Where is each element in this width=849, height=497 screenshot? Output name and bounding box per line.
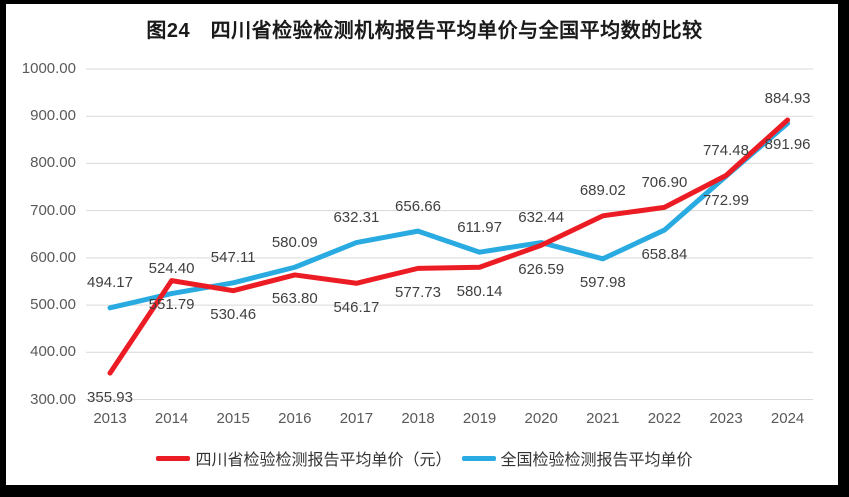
data-label: 547.11: [210, 249, 256, 267]
data-label: 551.79: [148, 296, 195, 314]
data-label: 658.84: [641, 245, 688, 263]
data-label: 546.17: [333, 298, 380, 316]
data-label: 577.73: [395, 283, 441, 301]
data-label: 656.66: [395, 197, 441, 215]
y-tick-label: 1000.00: [21, 60, 76, 77]
data-label: 530.46: [210, 306, 257, 324]
data-label: 597.98: [579, 274, 626, 292]
data-label: 563.80: [271, 290, 318, 308]
y-tick-label: 600.00: [30, 248, 76, 266]
data-label: 626.59: [518, 260, 565, 278]
data-label: 689.02: [579, 182, 626, 200]
legend-item: 四川省检验检测报告平均单价（元）: [156, 446, 452, 470]
data-label: 580.14: [456, 282, 503, 300]
x-tick-label: 2024: [770, 410, 805, 427]
data-label: 494.17: [87, 274, 133, 292]
y-tick-label: 700.00: [30, 201, 76, 219]
data-label: 772.99: [703, 191, 749, 209]
legend-label: 全国检验检测报告平均单价: [500, 452, 693, 469]
data-label: 891.96: [764, 135, 811, 153]
x-tick-label: 2023: [709, 410, 743, 427]
y-tick-label: 400.00: [30, 343, 76, 361]
data-label: 355.93: [87, 388, 133, 406]
x-tick-label: 2022: [647, 410, 682, 427]
data-label: 884.93: [764, 89, 811, 107]
y-tick-label: 800.00: [30, 154, 76, 172]
data-label: 611.97: [457, 218, 502, 236]
x-tick-label: 2013: [93, 410, 127, 427]
legend-swatch: [461, 455, 496, 461]
data-label: 632.44: [518, 209, 565, 227]
data-label: 524.40: [148, 260, 195, 278]
x-tick-label: 2018: [401, 410, 435, 427]
data-label: 580.09: [271, 233, 318, 251]
legend-item: 全国检验检测报告平均单价: [461, 446, 693, 470]
legend-label: 四川省检验检测报告平均单价（元）: [195, 452, 452, 469]
y-tick-label: 300.00: [30, 390, 76, 408]
y-tick-label: 900.00: [30, 107, 76, 125]
data-label: 632.31: [333, 209, 380, 227]
y-tick-label: 500.00: [30, 296, 76, 314]
x-tick-label: 2015: [216, 410, 250, 427]
x-tick-label: 2016: [278, 410, 312, 427]
x-tick-label: 2021: [586, 410, 620, 427]
x-tick-label: 2019: [462, 410, 497, 427]
legend-swatch: [156, 455, 191, 461]
x-tick-label: 2020: [524, 410, 558, 427]
x-tick-label: 2017: [339, 410, 374, 427]
legend: 四川省检验检测报告平均单价（元） 全国检验检测报告平均单价: [0, 446, 849, 470]
data-label: 706.90: [641, 173, 688, 191]
x-tick-label: 2014: [154, 410, 189, 427]
chart-title: 图24 四川省检验检测机构报告平均单价与全国平均数的比较: [146, 20, 703, 42]
data-label: 774.48: [703, 141, 749, 159]
